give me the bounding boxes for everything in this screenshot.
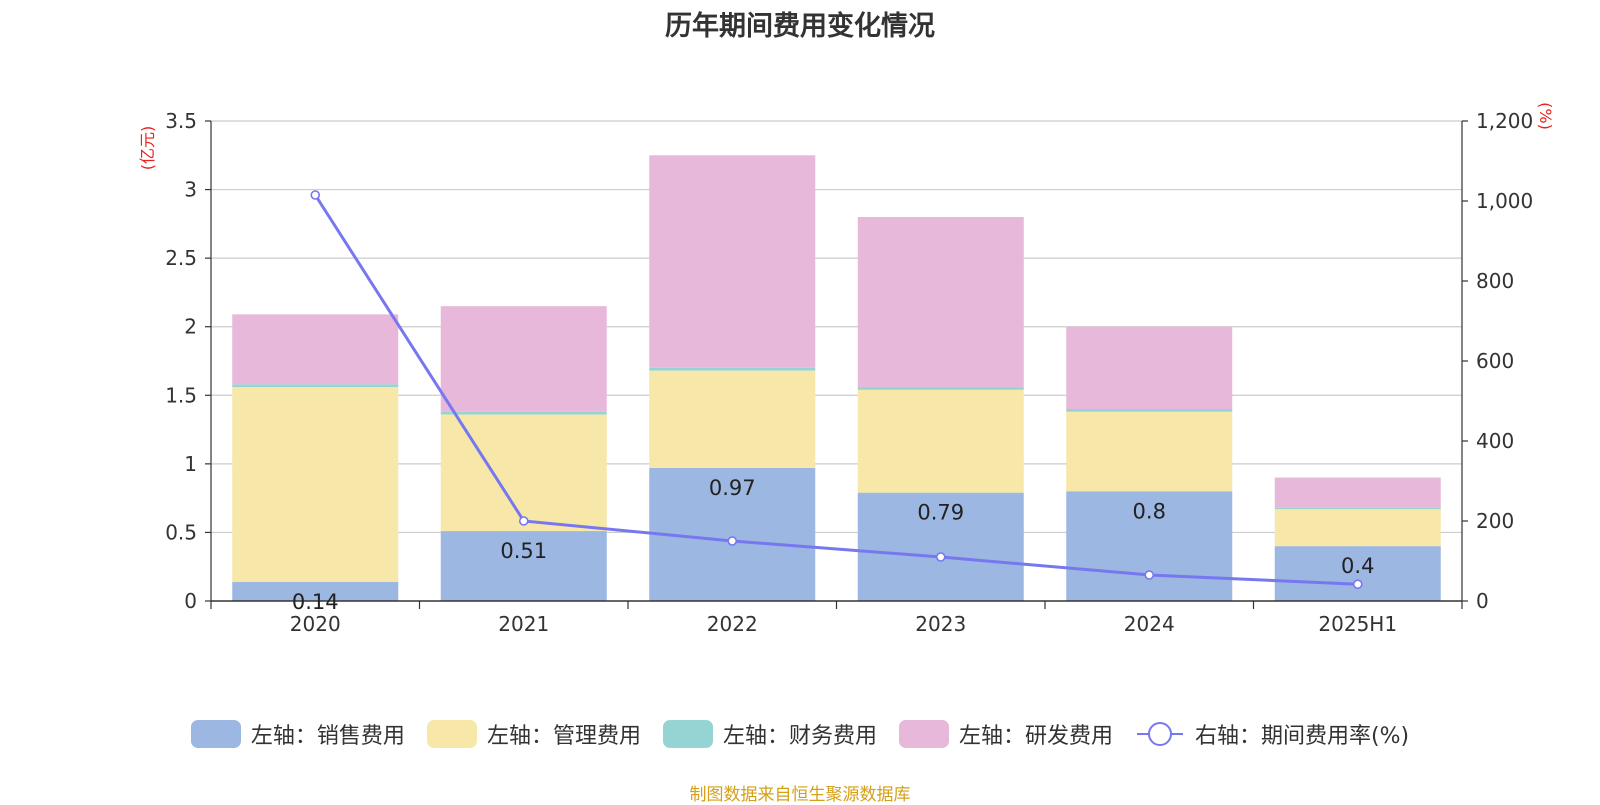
line-layer bbox=[310, 190, 1363, 590]
bar-sales bbox=[1274, 546, 1441, 601]
legend-swatch bbox=[426, 720, 477, 748]
x-tick-label: 2025H1 bbox=[1318, 612, 1397, 636]
x-tick-label: 2024 bbox=[1124, 612, 1175, 636]
data-label-sales: 0.79 bbox=[917, 501, 964, 525]
bar-finance bbox=[1274, 507, 1441, 510]
right-axis-unit: (%) bbox=[1536, 102, 1555, 130]
rate-point bbox=[935, 552, 946, 562]
chart-title: 历年期间费用变化情况 bbox=[665, 11, 935, 42]
right-tick-label: 600 bbox=[1476, 349, 1514, 373]
rate-point bbox=[727, 536, 738, 546]
bar-admin bbox=[1066, 411, 1233, 492]
bar-layer bbox=[232, 155, 1441, 601]
rate-point bbox=[518, 516, 529, 526]
left-tick-label: 0 bbox=[184, 589, 197, 613]
data-label-sales: 0.8 bbox=[1133, 499, 1166, 523]
right-tick-label: 800 bbox=[1476, 269, 1514, 293]
bar-sales bbox=[857, 492, 1024, 601]
legend-item[interactable]: 左轴：研发费用 bbox=[898, 718, 1113, 750]
legend-label: 左轴：研发费用 bbox=[958, 724, 1113, 749]
bar-sales bbox=[1066, 491, 1233, 601]
x-tick-label: 2020 bbox=[290, 612, 341, 636]
left-tick-label: 1.5 bbox=[165, 383, 197, 407]
bar-rnd bbox=[1274, 477, 1441, 508]
right-tick-label: 400 bbox=[1476, 429, 1514, 453]
bar-rnd bbox=[649, 155, 816, 368]
data-label-sales: 0.97 bbox=[709, 476, 756, 500]
bar-admin bbox=[1274, 509, 1441, 547]
bar-finance bbox=[1066, 409, 1233, 412]
left-tick-label: 2 bbox=[184, 315, 197, 339]
x-tick-label: 2023 bbox=[915, 612, 966, 636]
bar-finance bbox=[857, 387, 1024, 390]
rate-point bbox=[1144, 570, 1155, 580]
left-tick-label: 1 bbox=[184, 452, 197, 476]
rate-line bbox=[313, 194, 1358, 586]
legend-swatch bbox=[190, 720, 241, 748]
left-tick-label: 3.5 bbox=[165, 109, 197, 133]
left-tick-label: 2.5 bbox=[165, 246, 197, 270]
legend-label: 左轴：管理费用 bbox=[486, 724, 641, 749]
data-label-sales: 0.4 bbox=[1341, 554, 1374, 578]
right-tick-label: 1,200 bbox=[1476, 109, 1533, 133]
bar-sales bbox=[232, 581, 399, 601]
legend-label: 左轴：销售费用 bbox=[250, 724, 405, 749]
right-tick-label: 0 bbox=[1476, 589, 1489, 613]
right-tick-label: 200 bbox=[1476, 509, 1514, 533]
data-label-sales: 0.51 bbox=[500, 539, 547, 563]
legend-swatch bbox=[898, 720, 949, 748]
source-note: 制图数据来自恒生聚源数据库 bbox=[689, 785, 911, 805]
bar-admin bbox=[857, 389, 1024, 493]
bar-finance bbox=[440, 411, 607, 415]
legend-line-marker bbox=[1136, 722, 1183, 746]
legend-item[interactable]: 左轴：财务费用 bbox=[662, 718, 877, 750]
bar-sales bbox=[440, 531, 607, 601]
right-tick-label: 1,000 bbox=[1476, 189, 1533, 213]
bar-rnd bbox=[857, 217, 1024, 388]
bar-rnd bbox=[232, 314, 399, 385]
legend: 左轴：销售费用 左轴：管理费用 左轴：财务费用 左轴：研发费用 右轴：期间费用率(%) bbox=[0, 718, 1600, 750]
x-tick-label: 2021 bbox=[498, 612, 549, 636]
bar-admin bbox=[232, 387, 399, 582]
legend-item[interactable]: 左轴：管理费用 bbox=[426, 718, 641, 750]
bar-rnd bbox=[440, 306, 607, 412]
bar-finance bbox=[649, 367, 816, 371]
data-label-sales: 0.14 bbox=[292, 590, 339, 614]
legend-label: 左轴：财务费用 bbox=[722, 724, 877, 749]
legend-item[interactable]: 右轴：期间费用率(%) bbox=[1135, 718, 1409, 750]
left-axis-unit: (亿元) bbox=[138, 126, 157, 171]
legend-item[interactable]: 左轴：销售费用 bbox=[190, 718, 405, 750]
rate-point bbox=[1352, 579, 1363, 590]
x-tick-label: 2022 bbox=[707, 612, 758, 636]
rate-point bbox=[310, 190, 321, 200]
axis-layer: 00.511.522.533.502004006008001,0001,2002… bbox=[165, 109, 1533, 636]
grid-layer bbox=[211, 120, 1462, 534]
legend-swatch bbox=[662, 720, 713, 748]
left-tick-label: 3 bbox=[184, 178, 197, 202]
bar-admin bbox=[649, 370, 816, 468]
legend-label: 右轴：期间费用率(%) bbox=[1194, 724, 1410, 749]
bar-finance bbox=[232, 384, 399, 388]
bar-rnd bbox=[1066, 326, 1233, 409]
label-layer: 0.14 0.51 0.97 0.79 0.8 0.4 bbox=[292, 476, 1375, 614]
left-tick-label: 0.5 bbox=[165, 520, 197, 544]
